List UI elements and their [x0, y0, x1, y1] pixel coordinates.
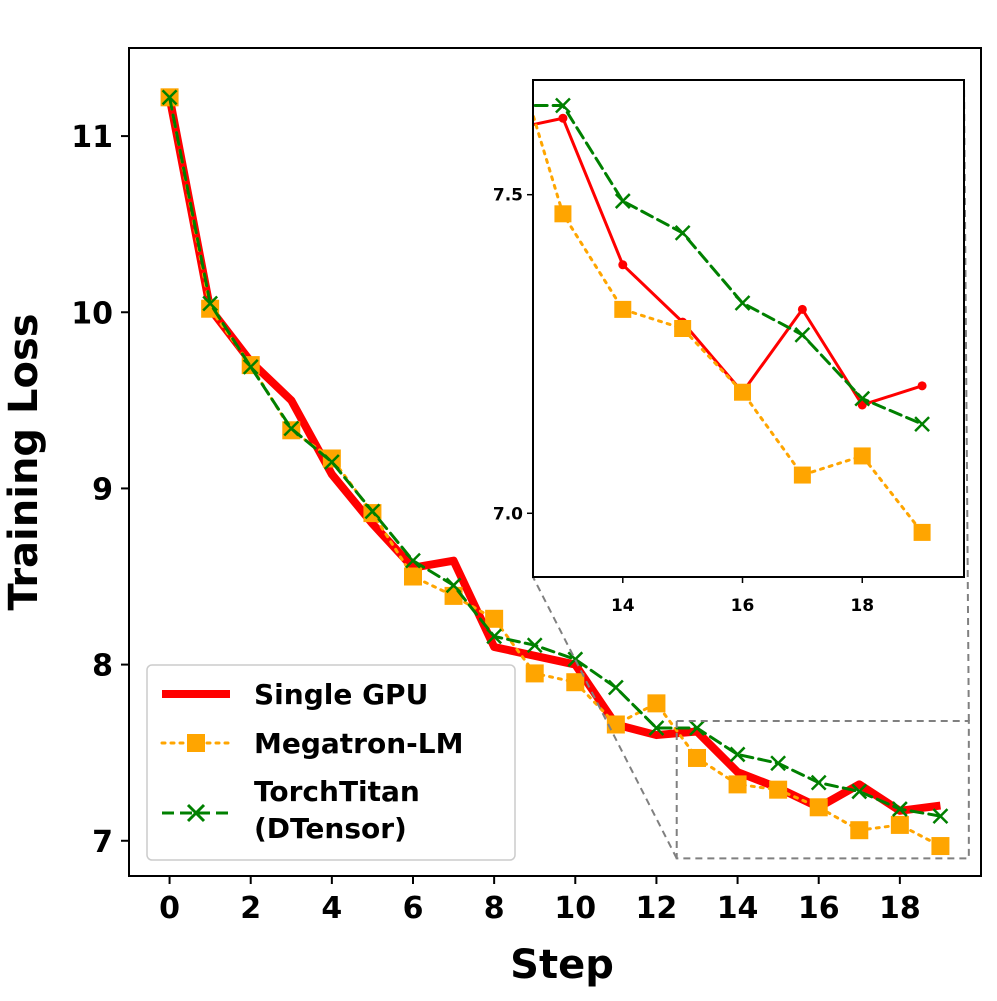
data-point-megatron-lm	[525, 664, 544, 683]
data-point-megatron-lm	[853, 447, 871, 465]
data-point-torchtitan-dtensor	[914, 416, 930, 432]
data-point-torchtitan-dtensor	[794, 326, 811, 343]
data-point-torchtitan-dtensor	[674, 225, 691, 241]
x-tick-label: 16	[798, 891, 840, 926]
zoom-connector-left	[532, 576, 678, 859]
data-point-megatron-lm	[606, 715, 625, 734]
inset-plot-area	[533, 97, 931, 541]
data-point-megatron-lm	[913, 523, 931, 541]
inset-series-group	[533, 97, 931, 541]
inset-y-tick-label: 7.0	[493, 504, 523, 524]
inset-x-tick-label: 18	[850, 596, 874, 616]
y-tick-label: 10	[71, 296, 113, 331]
y-tick-label: 9	[92, 472, 113, 507]
x-tick-label: 2	[240, 891, 261, 926]
data-point-torchtitan-dtensor	[283, 420, 300, 437]
y-axis-title: Training Loss	[1, 313, 47, 610]
inset-x-tick-label: 16	[731, 596, 755, 616]
inset-y-tick-label: 7.5	[493, 186, 523, 206]
data-point-megatron-lm	[809, 798, 828, 817]
data-point-single-gpu	[857, 400, 867, 410]
y-tick-label: 11	[71, 120, 113, 155]
data-point-torchtitan-dtensor	[614, 193, 631, 209]
data-point-torchtitan-dtensor	[729, 746, 746, 763]
data-point-single-gpu	[618, 260, 628, 270]
legend-label-dtensor: (DTensor)	[254, 812, 407, 845]
data-point-torchtitan-dtensor	[202, 295, 219, 312]
x-tick-label: 4	[321, 891, 342, 926]
inset-frame	[532, 79, 965, 578]
data-point-single-gpu	[558, 113, 568, 123]
data-point-megatron-lm	[890, 815, 909, 834]
data-point-torchtitan-dtensor	[405, 552, 421, 569]
legend-marker-torchtitan	[186, 803, 206, 823]
data-point-megatron-lm	[485, 609, 504, 628]
data-point-single-gpu	[917, 381, 927, 391]
data-point-megatron-lm	[793, 466, 811, 484]
data-point-torchtitan-dtensor	[891, 801, 908, 817]
data-point-megatron-lm	[734, 383, 752, 401]
data-point-torchtitan-dtensor	[689, 720, 705, 736]
data-point-torchtitan-dtensor	[555, 97, 571, 114]
data-point-torchtitan-dtensor	[854, 390, 871, 407]
data-point-torchtitan-dtensor	[932, 808, 949, 824]
x-tick-label: 18	[879, 891, 921, 926]
data-point-torchtitan-dtensor	[607, 679, 624, 696]
data-point-torchtitan-dtensor	[445, 577, 462, 594]
y-tick-label: 7	[92, 825, 113, 860]
data-point-single-gpu	[797, 304, 807, 314]
data-point-megatron-lm	[674, 320, 692, 337]
data-point-torchtitan-dtensor	[770, 755, 787, 772]
data-point-torchtitan-dtensor	[161, 89, 178, 106]
inset-axis-ticks: 14 16 18 7.0 7.5	[493, 186, 874, 616]
series-line-megatron-lm	[533, 109, 924, 534]
data-point-torchtitan-dtensor	[323, 454, 340, 470]
data-point-torchtitan-dtensor	[526, 637, 543, 654]
data-point-torchtitan-dtensor	[648, 720, 665, 736]
data-point-torchtitan-dtensor	[734, 295, 751, 311]
legend-label-torchtitan: TorchTitan	[254, 775, 420, 808]
legend-box	[146, 664, 516, 861]
legend-marker-megatron-lm	[187, 734, 205, 752]
main-plot-frame	[128, 47, 982, 877]
x-axis-title: Step	[510, 942, 614, 988]
data-point-megatron-lm	[931, 837, 950, 856]
x-tick-label: 8	[484, 891, 505, 926]
data-point-megatron-lm	[728, 775, 747, 794]
data-point-megatron-lm	[566, 673, 585, 692]
data-point-torchtitan-dtensor	[364, 503, 381, 520]
data-point-megatron-lm	[647, 694, 666, 713]
main-axis-ticks: 0 2 4 6 8 10 12 14 16 18 7 8 9 10 11	[71, 120, 920, 926]
legend-label-single-gpu: Single GPU	[254, 678, 428, 711]
data-point-torchtitan-dtensor	[486, 628, 503, 645]
x-tick-label: 12	[636, 891, 678, 926]
data-point-torchtitan-dtensor	[567, 651, 584, 668]
x-tick-label: 14	[717, 891, 759, 926]
data-point-megatron-lm	[322, 449, 341, 468]
data-point-megatron-lm	[769, 780, 788, 799]
data-point-megatron-lm	[444, 586, 463, 605]
data-point-megatron-lm	[614, 300, 632, 318]
data-point-megatron-lm	[850, 821, 869, 840]
data-point-megatron-lm	[554, 205, 572, 223]
data-point-torchtitan-dtensor	[851, 783, 868, 800]
series-line-single-gpu	[533, 116, 923, 407]
x-tick-label: 6	[403, 891, 424, 926]
data-point-torchtitan-dtensor	[810, 774, 827, 791]
legend-label-megatron-lm: Megatron-LM	[254, 727, 463, 760]
zoom-region-box	[675, 719, 970, 860]
legend: Single GPU Megatron-LM TorchTitan (DTens…	[146, 664, 516, 861]
x-tick-label: 0	[159, 891, 180, 926]
data-point-megatron-lm	[688, 748, 706, 767]
inset-x-tick-label: 14	[611, 596, 635, 616]
data-point-torchtitan-dtensor	[242, 358, 259, 375]
main-plot-area	[160, 88, 950, 856]
data-point-megatron-lm	[404, 567, 422, 586]
x-tick-label: 10	[554, 891, 596, 926]
y-tick-label: 8	[92, 649, 113, 684]
